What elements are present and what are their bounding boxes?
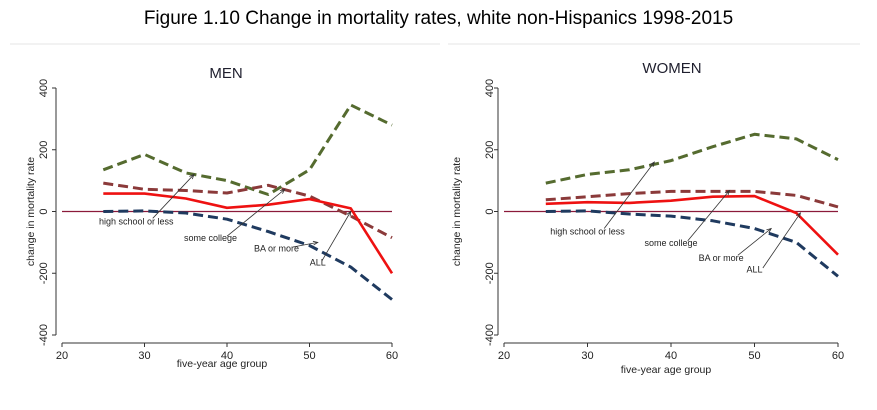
men-y-tick-label: 200	[38, 141, 50, 159]
women-y-tick-label: 400	[484, 79, 496, 97]
men-annotation-label: BA or more	[254, 244, 299, 254]
women-series-ba-or-more	[545, 209, 839, 278]
men-x-axis-label: five-year age group	[177, 358, 268, 370]
women-x-tick-label: 40	[665, 350, 677, 362]
men-x-tick-label: 30	[138, 350, 150, 362]
men-annotation-arrow	[292, 241, 318, 248]
men-y-tick-label: -400	[38, 324, 50, 346]
men-y-tick-label: 400	[38, 79, 50, 97]
women-x-tick-label: 60	[832, 350, 844, 362]
men-series-hs-or-less	[102, 103, 393, 196]
women-x-tick-label: 30	[581, 350, 593, 362]
women-panel-title: WOMEN	[642, 60, 701, 77]
men-annotation-label: high school or less	[99, 216, 174, 226]
men-series-all	[103, 192, 394, 274]
men-y-axis-label: change in mortality rate	[25, 157, 37, 266]
women-y-tick-label: 200	[484, 141, 496, 159]
women-y-axis-label: change in mortality rate	[451, 157, 463, 266]
men-annotation-label: ALL	[310, 258, 326, 268]
women-series-hs-or-less	[545, 132, 839, 185]
women-y-tick-label: -200	[484, 262, 496, 284]
women-x-axis-label: five-year age group	[621, 364, 712, 376]
men-x-tick-label: 50	[303, 350, 315, 362]
women-x-tick-label: 50	[748, 350, 760, 362]
men-annotation-label: some college	[184, 233, 237, 243]
men-x-tick-label: 60	[386, 350, 398, 362]
women-y-tick-label: 0	[484, 208, 496, 214]
women-annotation-label: ALL	[746, 265, 762, 275]
women-x-tick-label: 20	[498, 350, 510, 362]
women-annotation-label: some college	[644, 238, 697, 248]
men-series-some-college	[103, 181, 393, 240]
men-annotation-arrow	[226, 188, 286, 237]
women-annotation-label: high school or less	[550, 227, 625, 237]
women-annotation-arrowhead	[795, 212, 801, 218]
men-annotation-arrow	[152, 174, 195, 219]
women-annotation-arrowhead	[766, 227, 773, 234]
men-panel-title: MEN	[209, 65, 242, 82]
men-x-tick-label: 20	[56, 350, 68, 362]
figure-title: Figure 1.10 Change in mortality rates, w…	[143, 8, 734, 29]
women-series-some-college	[545, 189, 839, 209]
women-y-tick-label: -400	[484, 324, 496, 346]
men-y-tick-label: 0	[38, 208, 50, 214]
women-annotation-arrow	[603, 161, 655, 229]
men-annotation-arrowhead	[279, 188, 286, 194]
men-x-tick-label: 40	[221, 350, 233, 362]
women-annotation-arrow	[687, 190, 730, 242]
women-annotation-arrowhead	[649, 161, 655, 167]
men-annotation-arrowhead	[346, 210, 352, 217]
men-annotation-arrow	[321, 211, 352, 262]
men-series-ba-or-more	[103, 209, 393, 301]
women-annotation-arrowhead	[724, 189, 731, 196]
women-annotation-arrow	[762, 212, 801, 269]
women-annotation-arrow	[737, 228, 772, 256]
men-y-tick-label: -200	[38, 262, 50, 284]
men-annotation-arrowhead	[189, 173, 195, 180]
men-annotation-arrowhead	[312, 240, 319, 246]
women-annotation-label: BA or more	[699, 253, 744, 263]
women-series-all	[545, 194, 839, 256]
